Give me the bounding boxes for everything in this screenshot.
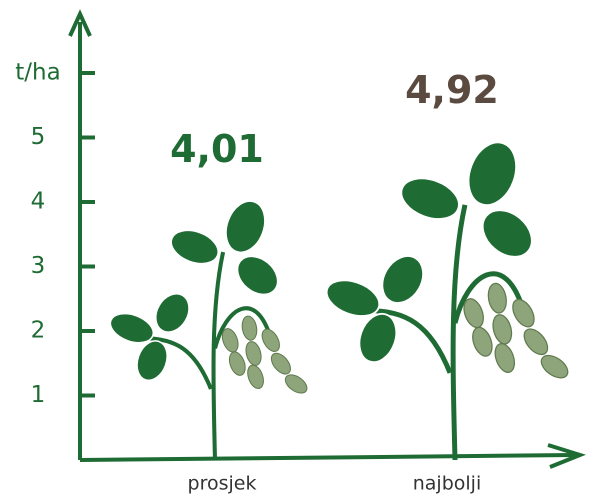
leaf <box>149 288 196 338</box>
y-tick-label: 4 <box>31 189 46 215</box>
y-tick-label: 2 <box>31 318 46 344</box>
pod <box>259 326 283 354</box>
chart: 1 2 3 4 5 t/ha prosjek 4,01 najbolji 4,92 <box>0 0 589 497</box>
pod <box>508 296 538 331</box>
pod <box>537 351 571 382</box>
leaf <box>353 309 403 368</box>
pod <box>491 341 518 375</box>
leaf <box>396 171 465 227</box>
leaf <box>167 224 223 269</box>
plant <box>106 196 310 460</box>
y-tick-label: t/ha <box>15 60 60 86</box>
x-tick-label: prosjek <box>188 473 257 495</box>
y-tick-label: 5 <box>31 124 46 150</box>
value-label: 4,01 <box>170 127 264 171</box>
pod <box>240 315 258 341</box>
pod <box>268 350 295 378</box>
leaf <box>374 249 431 311</box>
pod <box>520 325 553 359</box>
pod <box>245 363 267 391</box>
stem <box>213 252 223 460</box>
leaf <box>473 201 541 267</box>
leaf <box>230 249 285 303</box>
pod <box>282 371 310 397</box>
pod <box>226 350 248 378</box>
value-label: 4,92 <box>405 68 499 112</box>
stem <box>453 205 465 460</box>
pod <box>490 313 515 346</box>
y-tick-label: 1 <box>31 382 46 408</box>
x-axis <box>80 455 575 460</box>
leaf <box>132 337 173 385</box>
pod <box>486 282 508 314</box>
pod <box>469 325 496 359</box>
x-tick-label: najbolji <box>413 473 482 495</box>
pod <box>244 340 264 367</box>
plant <box>322 136 572 460</box>
leaf <box>460 136 524 212</box>
leaf <box>219 196 271 258</box>
y-tick-label: 3 <box>31 253 46 279</box>
